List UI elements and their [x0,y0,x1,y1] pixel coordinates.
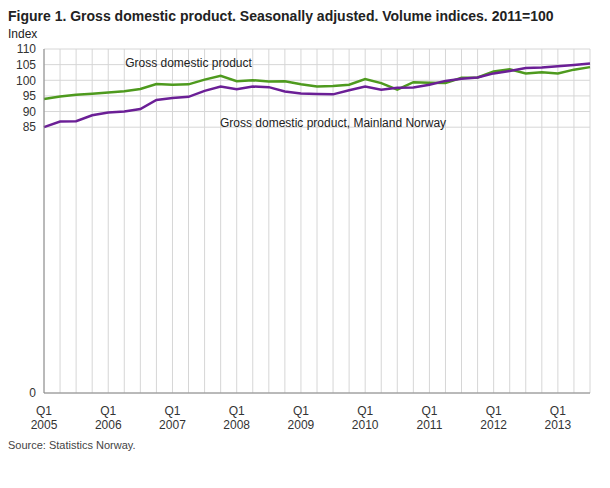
svg-text:90: 90 [23,105,37,119]
svg-text:Gross domestic product: Gross domestic product [125,56,252,70]
svg-text:85: 85 [23,120,37,134]
svg-text:Gross domestic product, Mainla: Gross domestic product, Mainland Norway [220,116,446,130]
svg-text:105: 105 [16,58,36,72]
svg-text:95: 95 [23,89,37,103]
svg-text:Q12005: Q12005 [31,404,58,432]
svg-text:Q12008: Q12008 [223,404,250,432]
svg-text:Q12006: Q12006 [95,404,122,432]
html-text:Figure 1. Gross domestic produ: Figure 1. Gross domestic product. Season… [8,8,554,24]
svg-text:0: 0 [29,386,36,400]
svg-text:100: 100 [16,74,36,88]
svg-text:Q12013: Q12013 [545,404,572,432]
svg-text:Q12011: Q12011 [417,404,443,432]
svg-text:Q12012: Q12012 [480,404,507,432]
svg-text:110: 110 [17,42,36,56]
svg-text:Q12007: Q12007 [159,404,186,432]
html-text:Source: Statistics Norway.: Source: Statistics Norway. [8,439,136,451]
svg-text:Q12009: Q12009 [288,404,315,432]
html-text:Index: Index [8,27,38,41]
svg-text:Q12010: Q12010 [352,404,379,432]
